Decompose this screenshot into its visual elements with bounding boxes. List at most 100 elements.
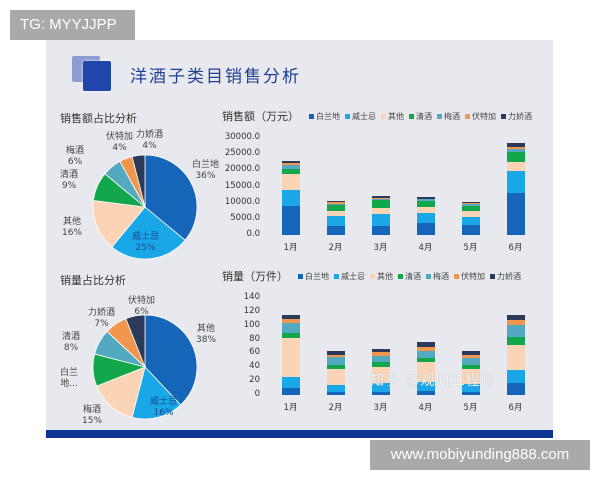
x-axis-tick: 4月: [418, 403, 433, 413]
legend-item: 白兰地: [298, 271, 329, 282]
legend-swatch-icon: [298, 273, 303, 279]
bar-1-legend: 销售额（万元） 白兰地 威士忌 其他 清酒 梅酒 伏特加 力娇酒: [222, 108, 537, 124]
x-axis-tick: 6月: [508, 403, 523, 413]
bar-segment: [371, 208, 390, 214]
legend-swatch-icon: [381, 113, 386, 119]
pie-2-title: 销量占比分析: [60, 274, 126, 287]
bar-segment: [281, 205, 300, 235]
stacked-bar: [506, 314, 525, 395]
bar-segment: [281, 322, 300, 334]
x-axis-tick: 1月: [283, 243, 298, 253]
stacked-bar: [326, 201, 345, 235]
legend-item: 伏特加: [454, 271, 485, 282]
bar-segment: [281, 318, 300, 323]
pie-data-label: 力娇酒 4%: [136, 130, 164, 151]
bar-segment: [461, 203, 480, 205]
x-axis-tick: 1月: [283, 403, 298, 413]
bar-segment: [371, 198, 390, 201]
bar-segment: [371, 213, 390, 227]
pie-data-label: 伏特加 4%: [106, 132, 134, 153]
y-axis-tick: 20: [249, 375, 260, 386]
legend-swatch-icon: [398, 273, 403, 279]
y-axis-tick: 120: [243, 305, 260, 316]
bar-segment: [416, 362, 435, 382]
x-axis-tick: 6月: [508, 243, 523, 253]
bar-segment: [326, 205, 345, 212]
stacked-bar: [371, 196, 390, 235]
legend-item: 清酒: [409, 111, 432, 122]
bar-segment: [461, 365, 480, 369]
y-axis-tick: 0.0: [246, 229, 260, 239]
bar-segment: [461, 392, 480, 395]
bar-segment: [281, 189, 300, 206]
bar-segment: [506, 337, 525, 346]
bar-segment: [371, 392, 390, 395]
sales-volume-pie-chart: [92, 314, 198, 420]
sales-volume-bar-chart: 140 120 100 80 60 40 20 0 1月 2月 3月 4月 5月 6月: [214, 290, 544, 420]
bar-segment: [326, 202, 345, 204]
legend-item: 伏特加: [465, 111, 496, 122]
x-axis-tick: 2月: [328, 243, 343, 253]
bar-segment: [326, 351, 345, 355]
bar-segment: [326, 392, 345, 395]
bottom-tag-overlay: www.mobiyunding888.com: [370, 440, 590, 470]
bar-segment: [506, 314, 525, 321]
pie-data-label: 清酒 8%: [62, 332, 81, 353]
pie-data-label: 白兰地 36%: [192, 160, 220, 181]
slide: 洋酒子类目销售分析 销售额占比分析 白兰地 36% 威士忌 25% 其他 16% 清酒…: [46, 40, 553, 438]
bar-segment: [506, 170, 525, 193]
bar-segment: [416, 390, 435, 395]
x-axis-tick: 3月: [373, 243, 388, 253]
bar-segment: [461, 202, 480, 204]
legend-swatch-icon: [501, 113, 506, 119]
bar-segment: [461, 358, 480, 366]
bar-segment: [461, 224, 480, 235]
bar-segment: [281, 160, 300, 163]
bar-segment: [281, 168, 300, 174]
legend-swatch-icon: [465, 113, 470, 119]
y-axis-tick: 100: [243, 319, 260, 330]
x-axis-tick: 3月: [373, 403, 388, 413]
bar-2-title: 销量（万件）: [222, 270, 288, 283]
legend-item: 清酒: [398, 271, 421, 282]
logo-front-square-icon: [83, 61, 111, 91]
bar-segment: [416, 201, 435, 207]
bar-segment: [326, 354, 345, 357]
stacked-bar: [506, 143, 525, 235]
legend-swatch-icon: [454, 273, 459, 279]
bar-segment: [506, 382, 525, 395]
bar-segment: [326, 216, 345, 227]
bar-segment: [371, 226, 390, 235]
bar-segment: [281, 173, 300, 190]
bar-segment: [506, 370, 525, 383]
bar-segment: [461, 384, 480, 393]
pie-data-label: 梅酒 6%: [66, 146, 85, 167]
bar-segment: [506, 143, 525, 147]
bar-segment: [461, 205, 480, 212]
bar-segment: [281, 376, 300, 388]
pie-slice: [144, 154, 198, 241]
stacked-bar: [461, 350, 480, 395]
legend-swatch-icon: [490, 273, 495, 279]
bar-segment: [326, 356, 345, 366]
bar-segment: [281, 333, 300, 339]
bar-segment: [416, 213, 435, 224]
legend-swatch-icon: [345, 113, 350, 119]
bar-segment: [371, 382, 390, 393]
bar-segment: [326, 211, 345, 217]
legend-swatch-icon: [437, 113, 442, 119]
pie-data-label: 威士忌 16%: [150, 397, 178, 418]
bar-segment: [416, 199, 435, 202]
bar-segment: [281, 164, 300, 169]
stacked-bar: [281, 315, 300, 395]
y-axis-tick: 10000.0: [224, 196, 260, 207]
bar-segment: [281, 315, 300, 319]
y-axis-tick: 40: [249, 361, 260, 372]
bar-segment: [326, 201, 345, 203]
pie-slice: [131, 154, 146, 208]
pie-slice: [111, 206, 186, 260]
stacked-bar: [326, 351, 345, 395]
pie-slice: [96, 366, 146, 418]
bar-1-title: 销售额（万元）: [222, 110, 299, 123]
legend-item: 梅酒: [426, 271, 449, 282]
